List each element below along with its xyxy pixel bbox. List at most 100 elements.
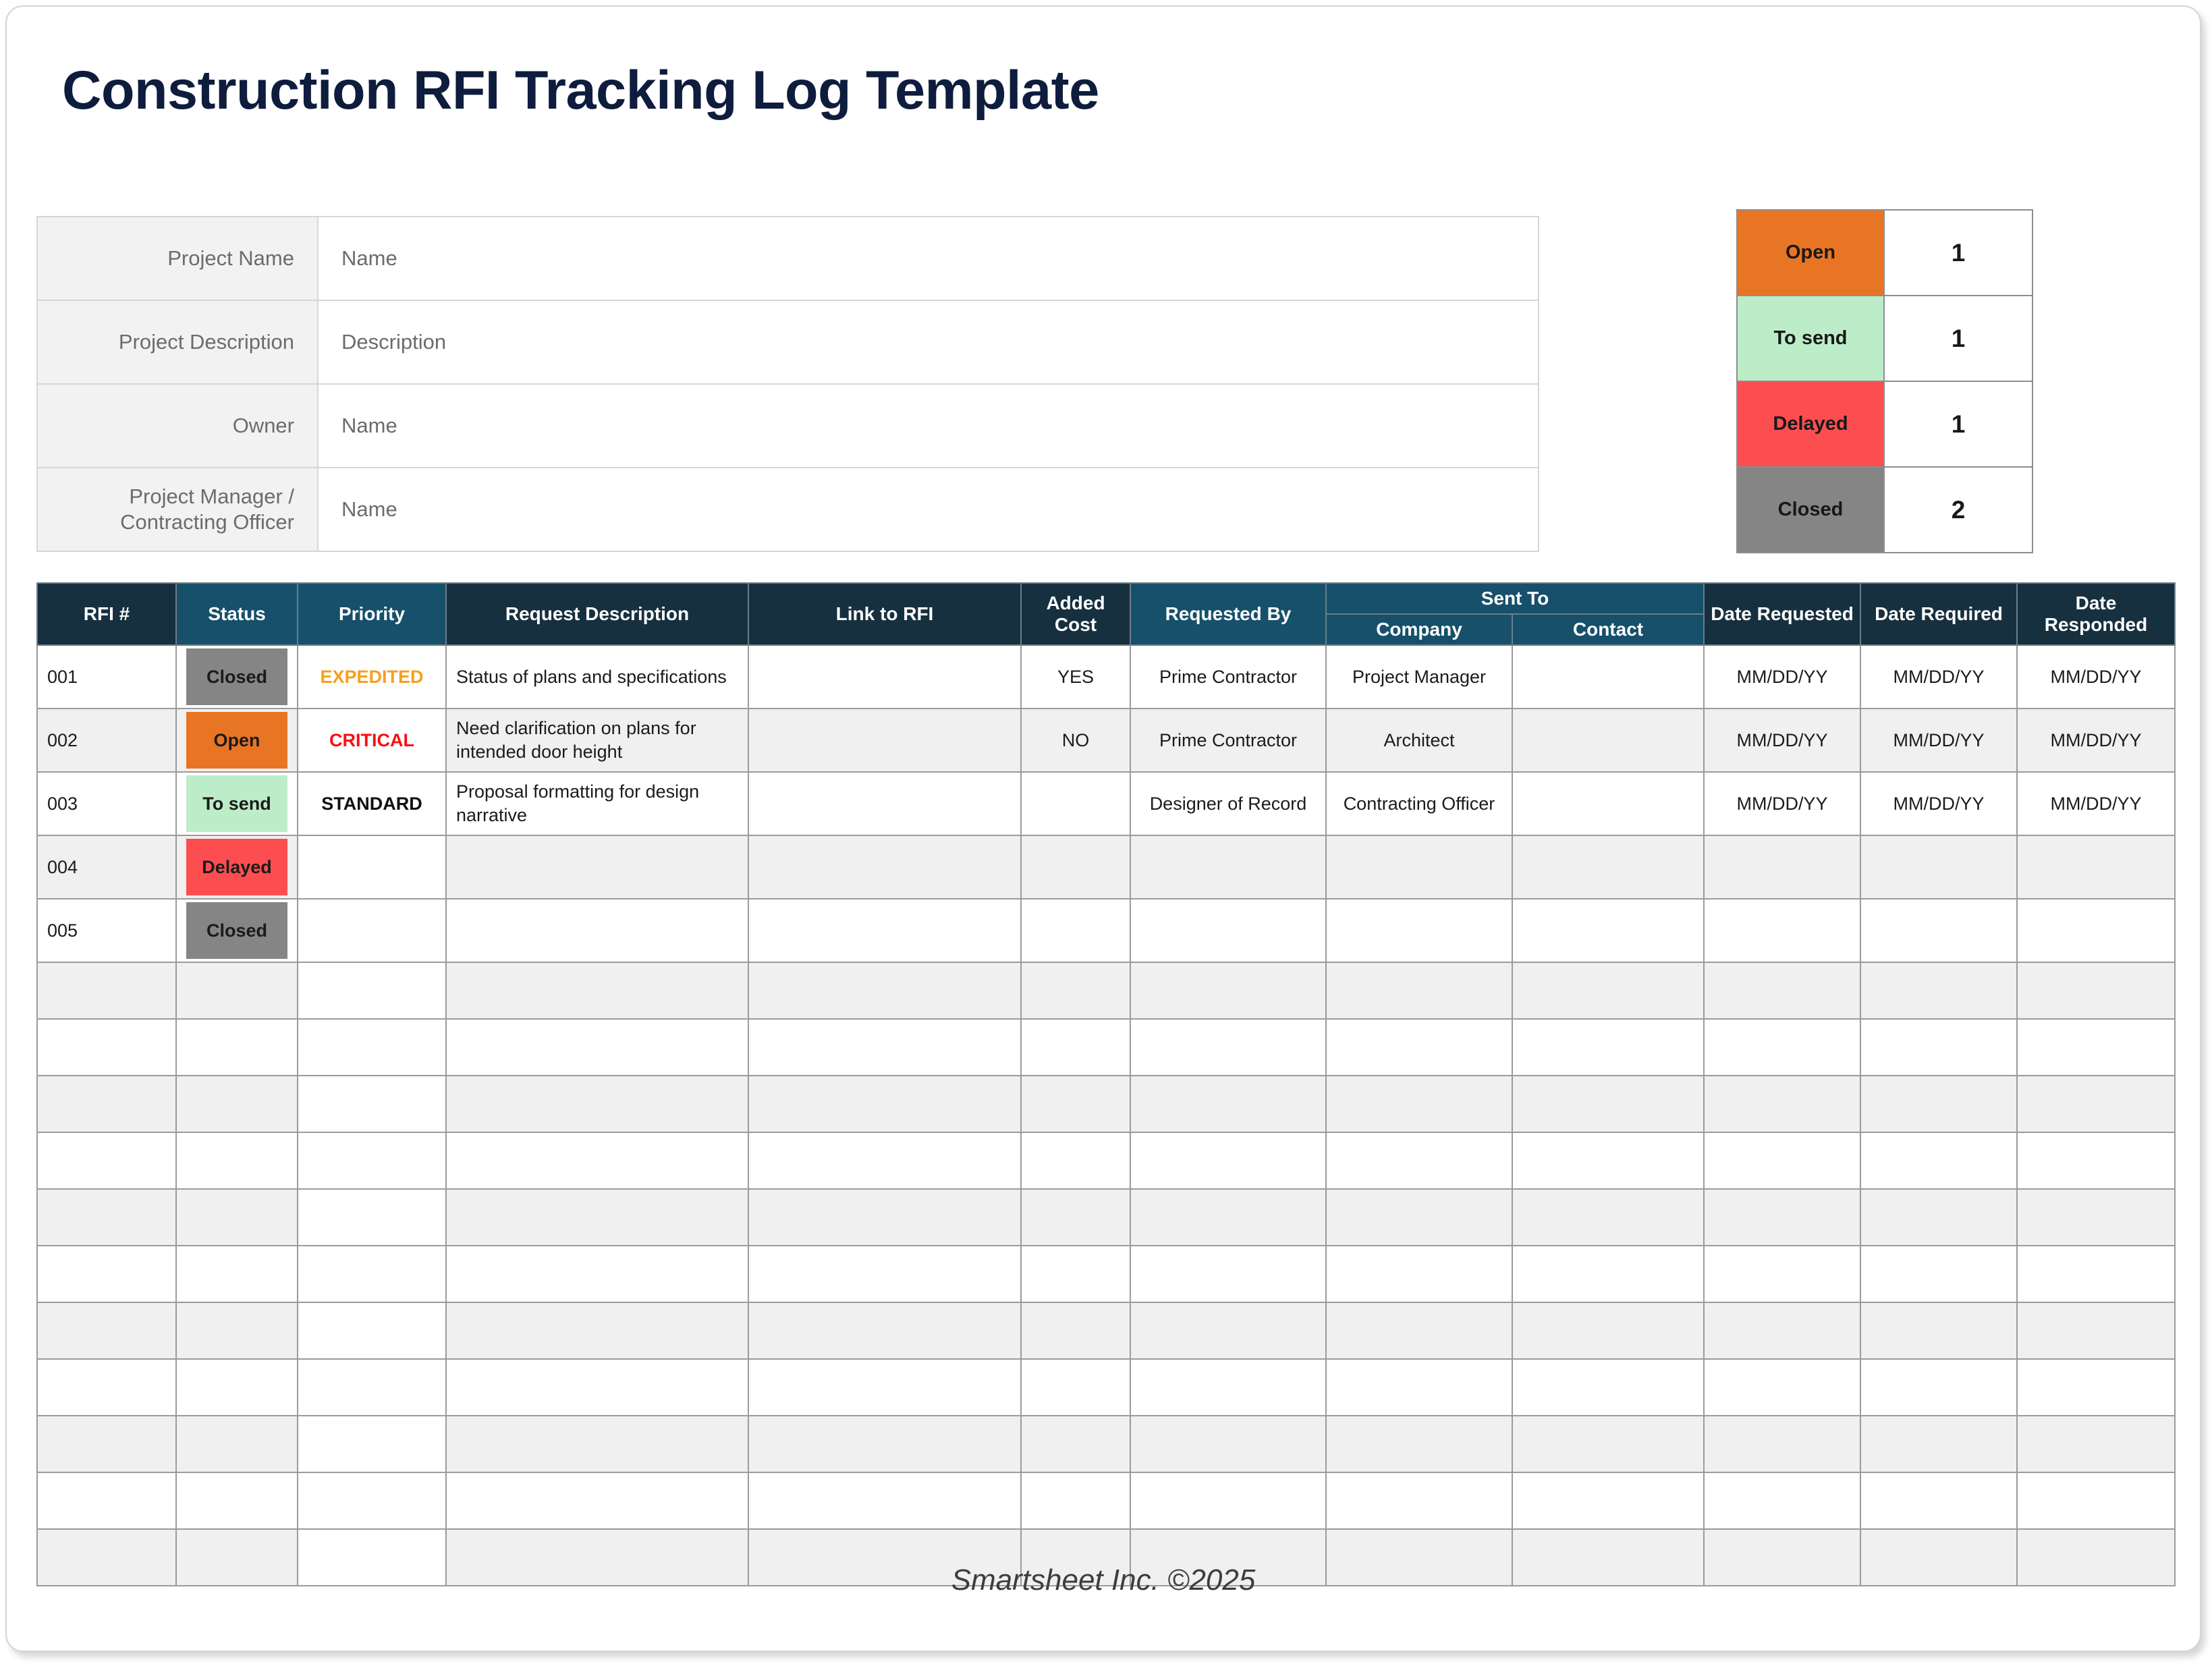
cell-status[interactable]: Delayed [175, 835, 298, 899]
cell-date-requested[interactable] [1703, 1075, 1861, 1133]
th-status[interactable]: Status [175, 582, 298, 646]
cell-added-cost[interactable]: YES [1020, 644, 1131, 709]
cell-requested-by[interactable] [1130, 1528, 1327, 1586]
cell-sent-to-company[interactable] [1325, 1472, 1513, 1530]
cell-sent-to-company[interactable] [1325, 1132, 1513, 1190]
cell-sent-to-company[interactable]: Architect [1325, 708, 1513, 773]
cell-added-cost[interactable] [1020, 1358, 1131, 1416]
cell-status[interactable] [175, 1358, 298, 1416]
cell-sent-to-contact[interactable] [1512, 708, 1705, 773]
cell-sent-to-company[interactable] [1325, 1018, 1513, 1076]
cell-date-requested[interactable]: MM/DD/YY [1703, 644, 1861, 709]
cell-rfi-number[interactable] [36, 1075, 177, 1133]
cell-date-requested[interactable] [1703, 1245, 1861, 1303]
cell-sent-to-contact[interactable] [1512, 1415, 1705, 1473]
cell-date-required[interactable] [1860, 1472, 2018, 1530]
cell-priority[interactable] [297, 1358, 447, 1416]
cell-sent-to-contact[interactable] [1512, 1302, 1705, 1360]
cell-priority[interactable]: EXPEDITED [297, 644, 447, 709]
cell-requested-by[interactable] [1130, 1302, 1327, 1360]
cell-date-required[interactable]: MM/DD/YY [1860, 708, 2018, 773]
cell-date-responded[interactable]: MM/DD/YY [2016, 644, 2176, 709]
th-date-responded[interactable]: Date Responded [2016, 582, 2176, 646]
cell-date-required[interactable] [1860, 1415, 2018, 1473]
cell-status[interactable] [175, 1472, 298, 1530]
cell-rfi-number[interactable] [36, 1132, 177, 1190]
cell-date-responded[interactable] [2016, 835, 2176, 899]
cell-priority[interactable] [297, 1528, 447, 1586]
cell-date-required[interactable]: MM/DD/YY [1860, 771, 2018, 836]
cell-date-required[interactable] [1860, 1188, 2018, 1246]
cell-request-description[interactable] [445, 962, 749, 1020]
cell-date-requested[interactable]: MM/DD/YY [1703, 708, 1861, 773]
cell-status[interactable]: To send [175, 771, 298, 836]
cell-rfi-number[interactable] [36, 1528, 177, 1586]
cell-date-responded[interactable] [2016, 1302, 2176, 1360]
cell-added-cost[interactable] [1020, 1415, 1131, 1473]
cell-requested-by[interactable] [1130, 835, 1327, 899]
cell-sent-to-contact[interactable] [1512, 771, 1705, 836]
cell-date-requested[interactable] [1703, 1188, 1861, 1246]
cell-link-to-rfi[interactable] [748, 1358, 1022, 1416]
cell-link-to-rfi[interactable] [748, 1132, 1022, 1190]
cell-request-description[interactable] [445, 1358, 749, 1416]
cell-date-required[interactable] [1860, 898, 2018, 963]
cell-date-requested[interactable] [1703, 1472, 1861, 1530]
cell-link-to-rfi[interactable] [748, 708, 1022, 773]
cell-status[interactable] [175, 962, 298, 1020]
cell-sent-to-company[interactable] [1325, 1302, 1513, 1360]
cell-request-description[interactable] [445, 1188, 749, 1246]
cell-added-cost[interactable] [1020, 1018, 1131, 1076]
cell-added-cost[interactable] [1020, 1472, 1131, 1530]
cell-date-requested[interactable] [1703, 835, 1861, 899]
cell-date-responded[interactable] [2016, 1415, 2176, 1473]
cell-date-responded[interactable]: MM/DD/YY [2016, 771, 2176, 836]
cell-added-cost[interactable] [1020, 835, 1131, 899]
cell-date-required[interactable] [1860, 962, 2018, 1020]
cell-sent-to-company[interactable]: Contracting Officer [1325, 771, 1513, 836]
th-sent-to-company[interactable]: Company [1325, 613, 1513, 646]
cell-date-responded[interactable] [2016, 1472, 2176, 1530]
cell-link-to-rfi[interactable] [748, 835, 1022, 899]
cell-request-description[interactable] [445, 1075, 749, 1133]
cell-sent-to-company[interactable] [1325, 1075, 1513, 1133]
th-priority[interactable]: Priority [297, 582, 447, 646]
cell-rfi-number[interactable] [36, 1245, 177, 1303]
cell-rfi-number[interactable]: 005 [36, 898, 177, 963]
cell-date-required[interactable] [1860, 835, 2018, 899]
cell-date-required[interactable] [1860, 1075, 2018, 1133]
cell-rfi-number[interactable]: 003 [36, 771, 177, 836]
cell-date-requested[interactable] [1703, 1415, 1861, 1473]
cell-rfi-number[interactable] [36, 962, 177, 1020]
cell-priority[interactable]: CRITICAL [297, 708, 447, 773]
cell-request-description[interactable] [445, 1302, 749, 1360]
cell-sent-to-company[interactable] [1325, 1188, 1513, 1246]
cell-added-cost[interactable] [1020, 1528, 1131, 1586]
cell-date-responded[interactable] [2016, 1528, 2176, 1586]
cell-sent-to-company[interactable] [1325, 1358, 1513, 1416]
cell-priority[interactable] [297, 1415, 447, 1473]
th-date-required[interactable]: Date Required [1860, 582, 2018, 646]
cell-requested-by[interactable] [1130, 1018, 1327, 1076]
cell-request-description[interactable]: Need clarification on plans for intended… [445, 708, 749, 773]
cell-date-responded[interactable] [2016, 962, 2176, 1020]
cell-date-requested[interactable] [1703, 1018, 1861, 1076]
cell-date-required[interactable] [1860, 1302, 2018, 1360]
th-sent-to-contact[interactable]: Contact [1512, 613, 1705, 646]
cell-link-to-rfi[interactable] [748, 1188, 1022, 1246]
cell-rfi-number[interactable] [36, 1472, 177, 1530]
cell-request-description[interactable]: Status of plans and specifications [445, 644, 749, 709]
project-info-value[interactable]: Name [317, 467, 1539, 552]
project-info-value[interactable]: Description [317, 300, 1539, 385]
cell-requested-by[interactable] [1130, 1075, 1327, 1133]
cell-rfi-number[interactable]: 002 [36, 708, 177, 773]
cell-link-to-rfi[interactable] [748, 1472, 1022, 1530]
cell-sent-to-contact[interactable] [1512, 835, 1705, 899]
cell-rfi-number[interactable] [36, 1188, 177, 1246]
cell-rfi-number[interactable] [36, 1302, 177, 1360]
cell-date-responded[interactable]: MM/DD/YY [2016, 708, 2176, 773]
cell-date-required[interactable]: MM/DD/YY [1860, 644, 2018, 709]
cell-link-to-rfi[interactable] [748, 771, 1022, 836]
cell-date-required[interactable] [1860, 1132, 2018, 1190]
cell-sent-to-contact[interactable] [1512, 1528, 1705, 1586]
